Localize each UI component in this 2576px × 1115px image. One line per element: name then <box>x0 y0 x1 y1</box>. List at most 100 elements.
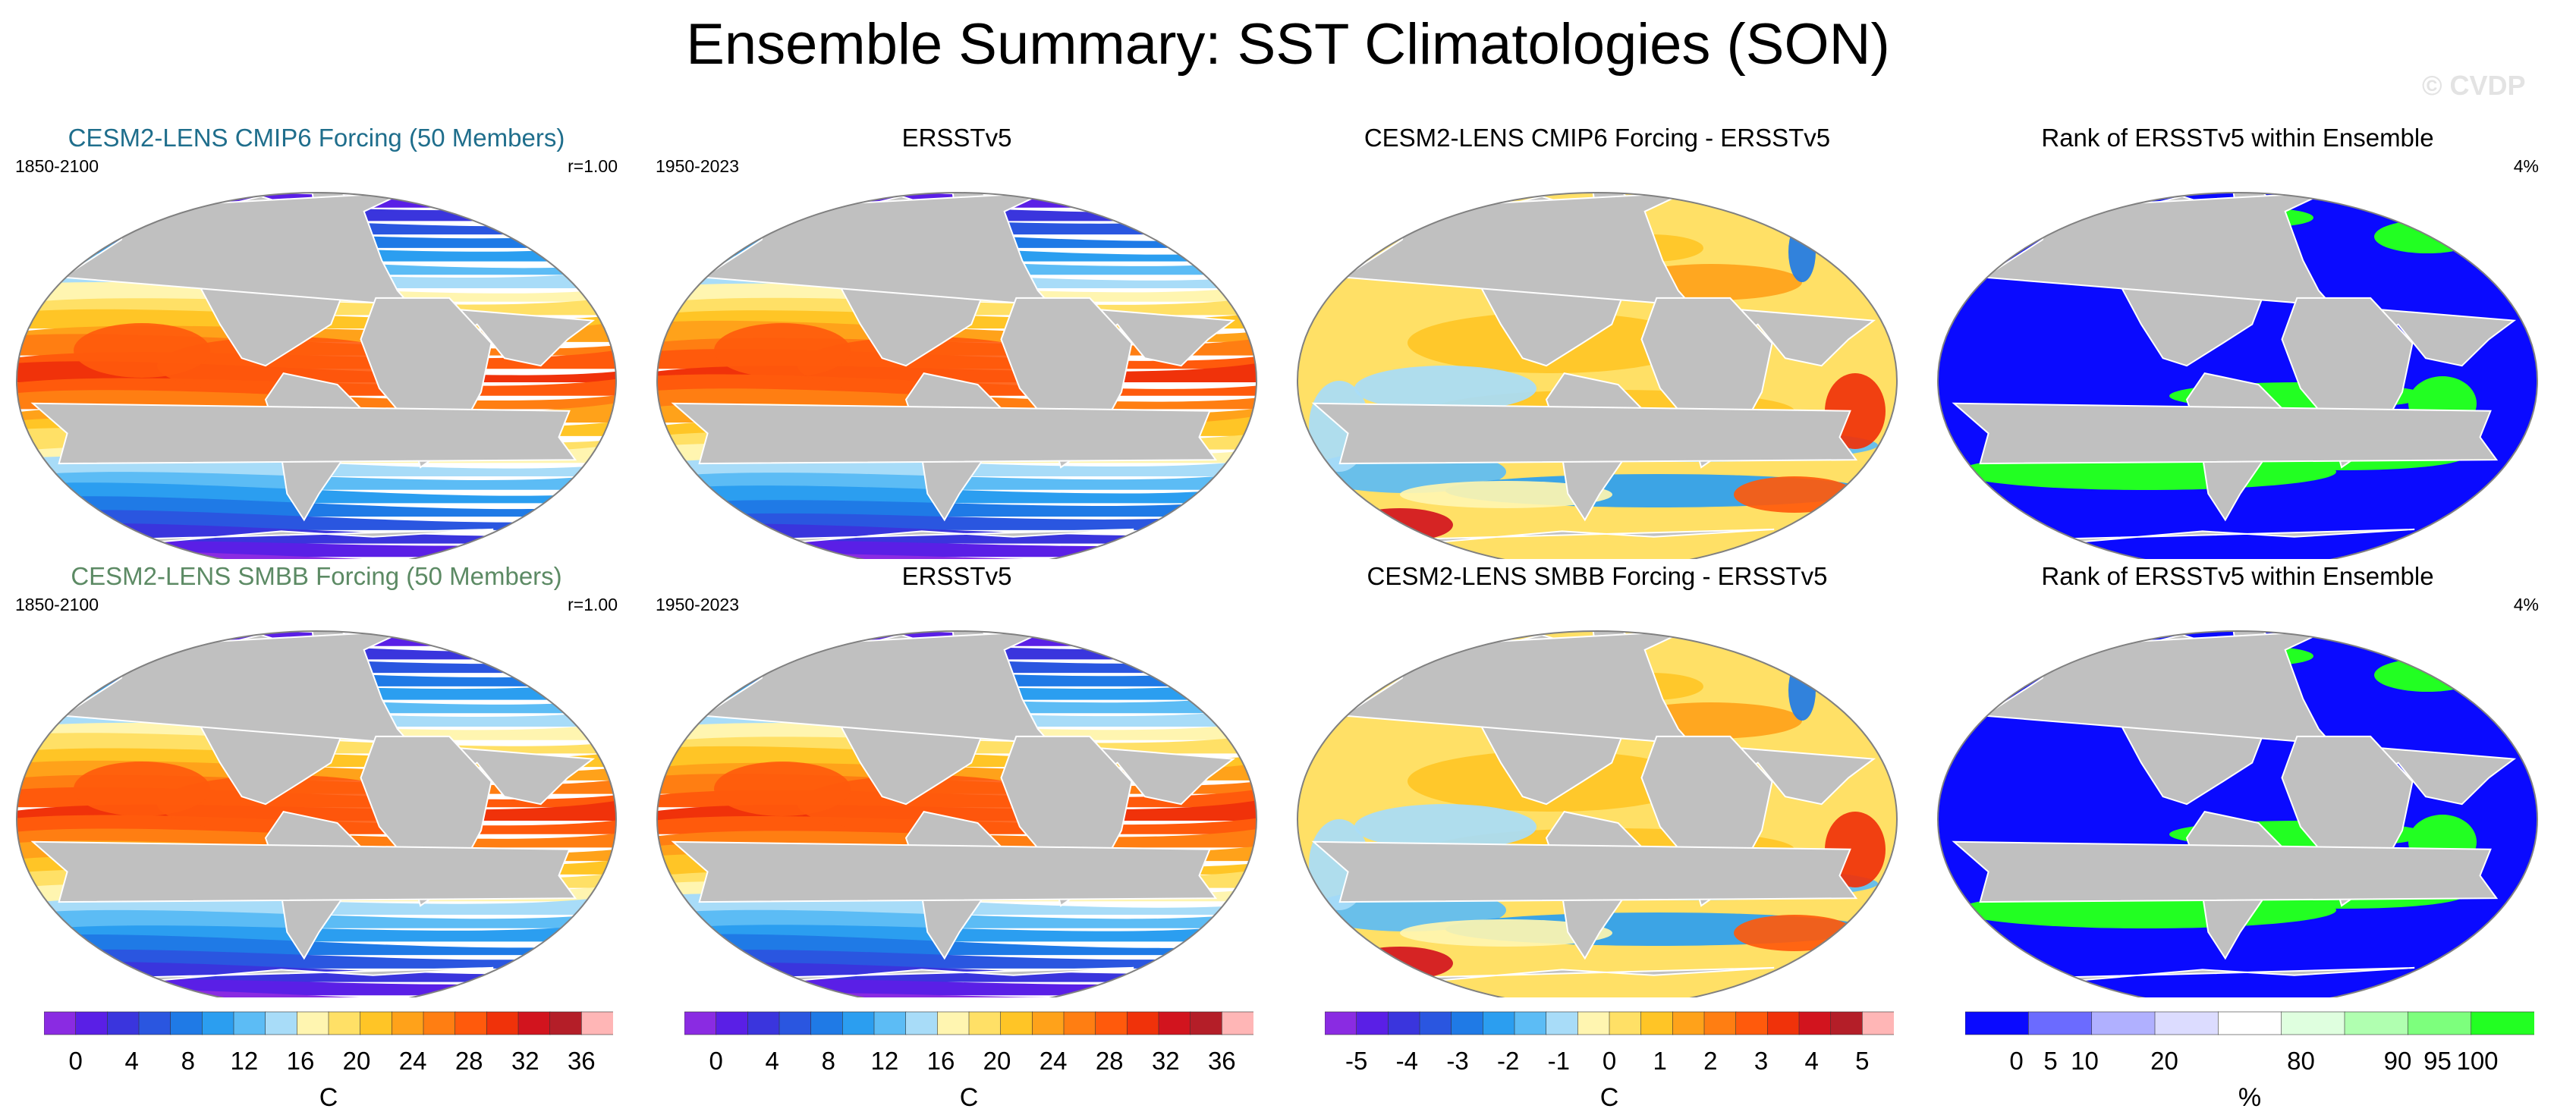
colorbar-tick-label: 16 <box>287 1047 315 1075</box>
colorbar-tick-label: -1 <box>1548 1047 1570 1075</box>
colorbar-swatch <box>842 1011 875 1035</box>
colorbar-swatch <box>937 1011 970 1035</box>
panel-title: CESM2-LENS SMBB Forcing (50 Members) <box>71 562 562 590</box>
continent-antarctica <box>788 966 1134 997</box>
colorbar-swatch <box>1000 1011 1033 1035</box>
colorbar-unit-label: C <box>1599 1083 1619 1112</box>
colorbar-swatch <box>2091 1011 2156 1035</box>
colorbar-tick-label: 80 <box>2287 1047 2315 1075</box>
map-field <box>657 631 1257 997</box>
colorbar-swatches: 0 5 10 20 80 90 95 100 <box>1965 1011 2534 1075</box>
colorbar-unit-label: C <box>959 1083 979 1112</box>
land-mask <box>1952 193 2517 559</box>
continent-australia <box>671 402 1218 465</box>
continent-antarctica <box>2068 966 2415 997</box>
colorbar-tick-label: 24 <box>399 1047 427 1075</box>
percent-label: 4% <box>2513 156 2539 176</box>
colorbar-swatch <box>1640 1011 1674 1035</box>
colorbar-swatch <box>1514 1011 1547 1035</box>
colorbar-swatch <box>392 1011 424 1035</box>
colorbar-swatch <box>1388 1011 1420 1035</box>
colorbar-tick-label: 20 <box>343 1047 371 1075</box>
colorbar-swatch <box>1672 1011 1705 1035</box>
colorbar-tick-label: -3 <box>1446 1047 1468 1075</box>
correlation-label: r=1.00 <box>568 595 618 614</box>
panel-title: Rank of ERSSTv5 within Ensemble <box>2041 562 2434 590</box>
colorbar-swatch <box>1127 1011 1159 1035</box>
period-label: 1950-2023 <box>656 156 739 176</box>
figure-title: Ensemble Summary: SST Climatologies (SON… <box>686 12 1890 77</box>
map-panel: CESM2-LENS CMIP6 Forcing - ERSSTv5 <box>1282 123 1912 559</box>
panel-title: Rank of ERSSTv5 within Ensemble <box>2041 124 2434 152</box>
continent-australia <box>1311 840 1858 903</box>
colorbar-swatch <box>873 1011 907 1035</box>
panel-title: CESM2-LENS CMIP6 Forcing - ERSSTv5 <box>1363 124 1831 152</box>
map-field <box>17 193 616 559</box>
colorbar-swatch <box>1158 1011 1191 1035</box>
period-label: 1950-2023 <box>656 595 739 614</box>
colorbar-swatch <box>2028 1011 2093 1035</box>
colorbar-tick-label: 20 <box>983 1047 1011 1075</box>
colorbar-tick-label: 28 <box>455 1047 483 1075</box>
colorbar: 0 4 8 12 16 20 24 28 32 36 C <box>684 1009 1253 1115</box>
colorbar-swatch <box>2471 1011 2534 1035</box>
colorbar-swatch <box>684 1011 717 1035</box>
colorbar-tick-label: 12 <box>871 1047 899 1075</box>
continent-antarctica <box>2068 528 2415 559</box>
colorbar-tick-label: -2 <box>1497 1047 1519 1075</box>
colorbar-swatch <box>517 1011 551 1035</box>
colorbar-swatch <box>1419 1011 1452 1035</box>
land-mask <box>1952 631 2517 997</box>
colorbar-tick-label: 95 <box>2423 1047 2452 1075</box>
colorbar-swatch <box>1095 1011 1128 1035</box>
colorbar-swatch <box>1735 1011 1769 1035</box>
colorbar-swatch <box>1703 1011 1737 1035</box>
colorbar-tick-label: 32 <box>511 1047 539 1075</box>
map-panel: CESM2-LENS SMBB Forcing - ERSSTv5 <box>1282 561 1912 997</box>
colorbar-swatches: -5 -4 -3 -2 -1 0 1 2 3 4 5 <box>1325 1011 1894 1075</box>
colorbar-tick-label: 12 <box>231 1047 259 1075</box>
colorbar-tick-label: 5 <box>1855 1047 1869 1075</box>
colorbar-swatch <box>1767 1011 1800 1035</box>
colorbar-swatch <box>360 1011 393 1035</box>
colorbar-tick-label: 24 <box>1040 1047 1068 1075</box>
colorbar-tick-label: 0 <box>2009 1047 2023 1075</box>
continent-australia <box>1952 840 2499 903</box>
colorbar-swatch <box>138 1011 171 1035</box>
colorbar-swatch <box>1609 1011 1642 1035</box>
map-panel: Rank of ERSSTv5 within Ensemble 4% <box>1923 561 2552 997</box>
colorbar-swatch <box>2344 1011 2409 1035</box>
land-mask <box>30 193 596 559</box>
colorbar-unit-label: C <box>319 1083 338 1112</box>
colorbar-swatches: 0 4 8 12 16 20 24 28 32 36 <box>684 1011 1253 1075</box>
map-panel: ERSSTv5 1950-2023 <box>642 561 1272 997</box>
colorbar-swatch <box>905 1011 939 1035</box>
colorbar-swatch <box>1356 1011 1389 1035</box>
colorbar-tick-label: -5 <box>1345 1047 1367 1075</box>
colorbar-swatch <box>1798 1011 1832 1035</box>
colorbar-swatch <box>1032 1011 1065 1035</box>
world-map <box>656 630 1257 997</box>
map-field <box>17 631 616 997</box>
colorbar-tick-label: 8 <box>181 1047 195 1075</box>
world-map <box>16 630 617 997</box>
colorbar-swatch <box>2154 1011 2219 1035</box>
colorbar-swatch <box>581 1011 613 1035</box>
colorbar-swatch <box>2281 1011 2345 1035</box>
colorbar-tick-label: 0 <box>1603 1047 1616 1075</box>
world-map <box>16 192 617 559</box>
colorbar-tick-label: 4 <box>766 1047 779 1075</box>
colorbar-swatch <box>968 1011 1002 1035</box>
colorbar-swatch <box>549 1011 583 1035</box>
colorbar-swatch <box>778 1011 812 1035</box>
colorbar-swatch <box>1063 1011 1096 1035</box>
colorbar-tick-label: 20 <box>2150 1047 2178 1075</box>
colorbar-tick-label: 2 <box>1703 1047 1717 1075</box>
colorbar-tick-label: 10 <box>2071 1047 2099 1075</box>
colorbar-tick-label: 16 <box>927 1047 955 1075</box>
colorbar-tick-label: 28 <box>1096 1047 1124 1075</box>
colorbar-tick-label: 0 <box>69 1047 83 1075</box>
colorbar-tick-label: -4 <box>1396 1047 1418 1075</box>
colorbar-swatch <box>265 1011 298 1035</box>
colorbar-swatch <box>297 1011 329 1035</box>
